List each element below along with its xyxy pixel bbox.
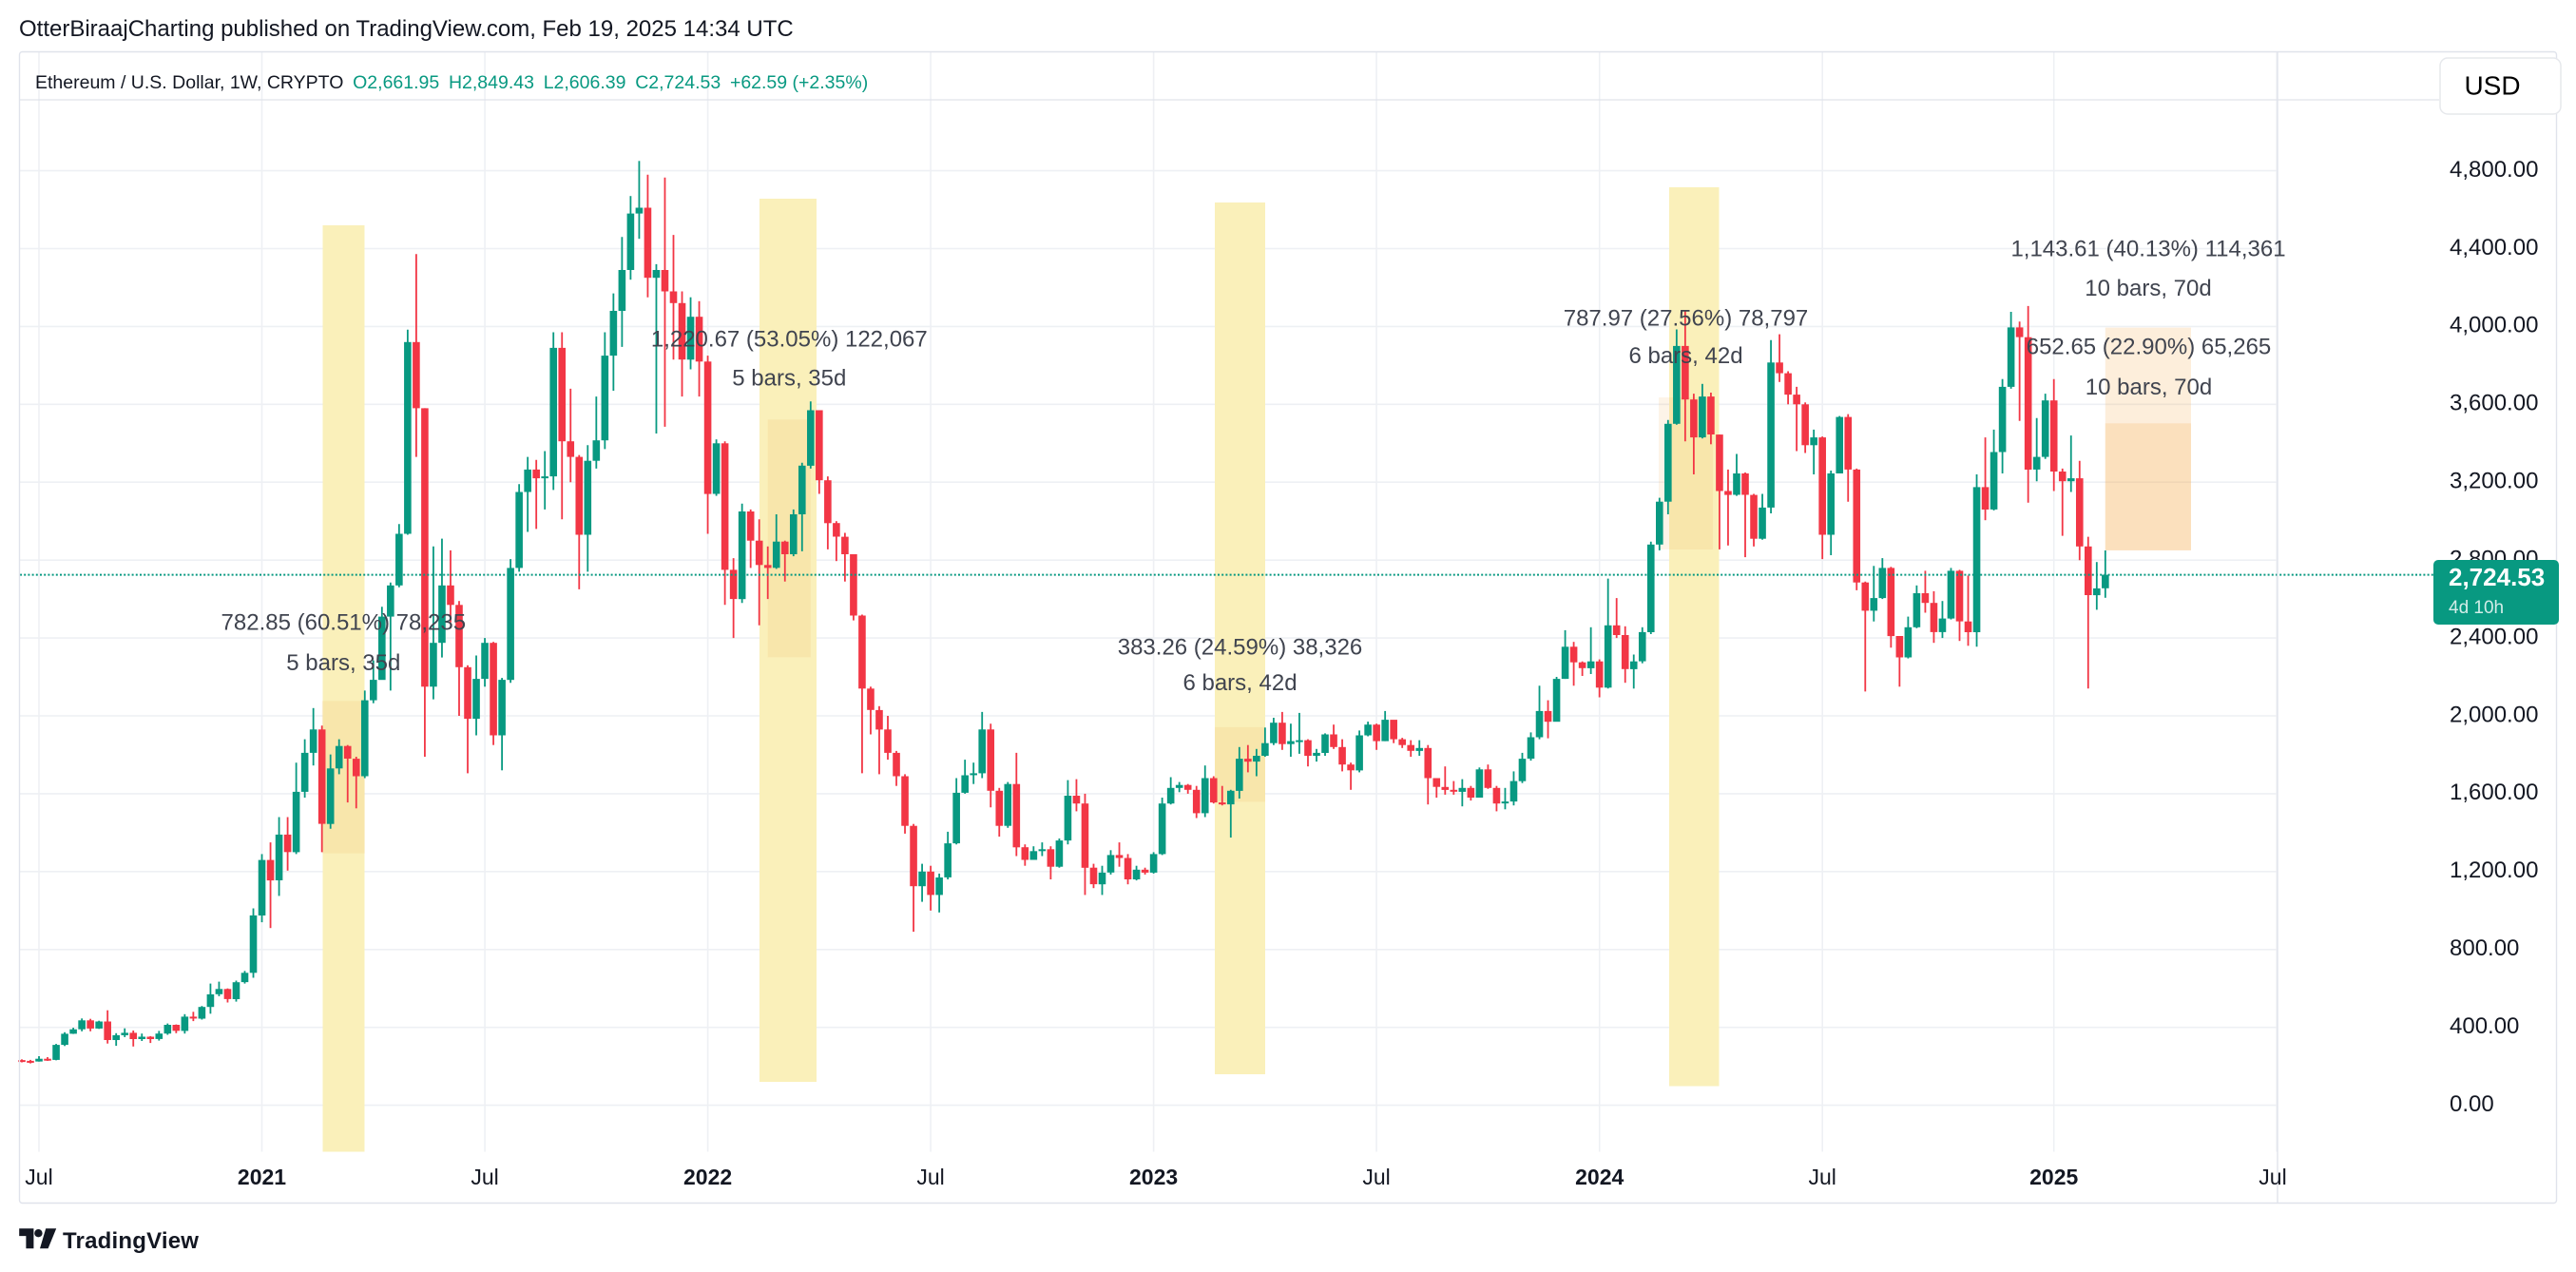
svg-text:2024: 2024 xyxy=(1575,1165,1624,1189)
svg-text:4,000.00: 4,000.00 xyxy=(2450,313,2538,338)
svg-text:4d 10h: 4d 10h xyxy=(2449,598,2504,618)
svg-text:USD: USD xyxy=(2464,70,2520,100)
svg-text:2,000.00: 2,000.00 xyxy=(2450,702,2538,727)
svg-text:5 bars, 35d: 5 bars, 35d xyxy=(732,366,846,392)
svg-text:2,400.00: 2,400.00 xyxy=(2450,624,2538,649)
svg-text:800.00: 800.00 xyxy=(2450,935,2519,961)
svg-text:Jul: Jul xyxy=(471,1165,498,1189)
svg-text:Jul: Jul xyxy=(1808,1165,1836,1189)
svg-text:Jul: Jul xyxy=(2259,1165,2286,1189)
svg-text:2021: 2021 xyxy=(238,1165,286,1189)
svg-text:10 bars, 70d: 10 bars, 70d xyxy=(2085,276,2211,301)
svg-text:6 bars, 42d: 6 bars, 42d xyxy=(1182,670,1297,696)
svg-text:400.00: 400.00 xyxy=(2450,1013,2519,1039)
svg-text:TradingView: TradingView xyxy=(63,1228,199,1254)
svg-text:6 bars, 42d: 6 bars, 42d xyxy=(1628,343,1742,369)
svg-text:Jul: Jul xyxy=(1362,1165,1390,1189)
svg-text:5 bars, 35d: 5 bars, 35d xyxy=(286,650,400,676)
svg-text:2,724.53: 2,724.53 xyxy=(2449,563,2545,591)
svg-text:1,143.61 (40.13%) 114,361: 1,143.61 (40.13%) 114,361 xyxy=(2010,236,2285,261)
svg-text:0.00: 0.00 xyxy=(2450,1091,2494,1117)
svg-text:1,220.67 (53.05%) 122,067: 1,220.67 (53.05%) 122,067 xyxy=(651,326,928,352)
svg-text:OtterBiraajCharting published: OtterBiraajCharting published on Trading… xyxy=(19,16,794,42)
svg-text:3,200.00: 3,200.00 xyxy=(2450,469,2538,494)
svg-text:4,400.00: 4,400.00 xyxy=(2450,235,2538,260)
svg-text:Jul: Jul xyxy=(25,1165,52,1189)
svg-text:10 bars, 70d: 10 bars, 70d xyxy=(2086,375,2212,400)
svg-text:652.65 (22.90%) 65,265: 652.65 (22.90%) 65,265 xyxy=(2027,334,2272,359)
svg-text:2022: 2022 xyxy=(683,1165,732,1189)
svg-text:2023: 2023 xyxy=(1129,1165,1178,1189)
svg-text:787.97 (27.56%) 78,797: 787.97 (27.56%) 78,797 xyxy=(1564,305,1809,331)
svg-text:1,200.00: 1,200.00 xyxy=(2450,858,2538,883)
svg-text:Ethereum / U.S. Dollar, 1W, CR: Ethereum / U.S. Dollar, 1W, CRYPTO O2,66… xyxy=(35,72,868,93)
svg-text:383.26 (24.59%) 38,326: 383.26 (24.59%) 38,326 xyxy=(1118,634,1363,660)
svg-text:2025: 2025 xyxy=(2029,1165,2078,1189)
svg-text:1,600.00: 1,600.00 xyxy=(2450,780,2538,805)
svg-text:4,800.00: 4,800.00 xyxy=(2450,157,2538,183)
svg-text:3,600.00: 3,600.00 xyxy=(2450,391,2538,416)
svg-text:782.85 (60.51%) 78,235: 782.85 (60.51%) 78,235 xyxy=(221,609,467,635)
svg-text:Jul: Jul xyxy=(916,1165,944,1189)
